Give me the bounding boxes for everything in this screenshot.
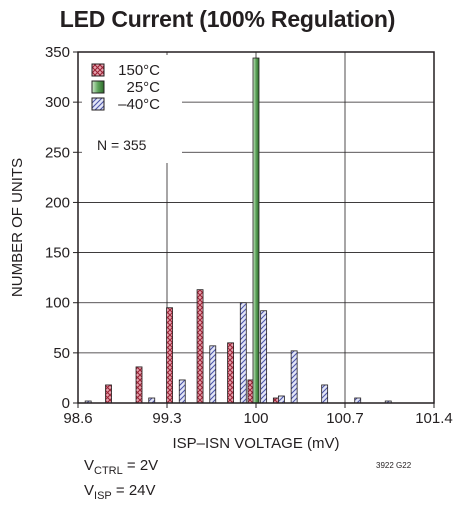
legend: 150°C25°C–40°C N = 355 <box>82 55 182 163</box>
x-tick-label: 101.4 <box>415 410 453 427</box>
condition-visp: VISP = 24V <box>84 482 156 502</box>
chart-title: LED Current (100% Regulation) <box>59 6 396 32</box>
x-tick-label: 100.7 <box>326 410 364 427</box>
y-tick-label: 300 <box>45 94 70 111</box>
bar-series-0 <box>227 342 234 404</box>
bar-series-1 <box>252 57 260 404</box>
bar-series-2 <box>148 397 156 404</box>
bar-series-2 <box>178 379 186 404</box>
x-tick-label: 100 <box>243 410 268 427</box>
bar-series-2 <box>290 350 298 404</box>
legend-label: –40°C <box>118 96 160 113</box>
figure-code: 3922 G22 <box>376 461 412 470</box>
bar-series-2 <box>354 397 362 404</box>
y-tick-label: 100 <box>45 295 70 312</box>
bar-series-0 <box>135 366 143 404</box>
x-tick-label: 98.6 <box>63 410 92 427</box>
bar-series-2 <box>260 310 268 404</box>
y-tick-label: 250 <box>45 144 70 161</box>
bar-series-0 <box>196 289 204 404</box>
axes: 0 50 100 150 200 250 300 350 98.6 99.3 100 100.7 101… <box>9 44 453 452</box>
bar-series-2 <box>239 302 247 404</box>
legend-label: 150°C <box>118 62 160 79</box>
y-tick-label: 50 <box>53 345 70 362</box>
bar-series-2 <box>209 345 217 404</box>
x-axis-label: ISP–ISN VOLTAGE (mV) <box>173 435 340 452</box>
bar-series-0 <box>105 384 112 404</box>
x-tick-label: 99.3 <box>152 410 181 427</box>
legend-swatch <box>91 80 105 94</box>
legend-swatch <box>91 63 105 77</box>
y-tick-label: 150 <box>45 245 70 262</box>
condition-vctrl: VCTRL = 2V <box>84 457 159 477</box>
y-axis-label: NUMBER OF UNITS <box>9 158 26 297</box>
bar-series-2 <box>321 384 329 404</box>
y-tick-label: 0 <box>62 395 70 412</box>
bars <box>84 57 392 404</box>
legend-swatch <box>91 97 105 111</box>
sample-size-annotation: N = 355 <box>97 137 147 153</box>
bar-series-0 <box>166 307 173 404</box>
y-tick-label: 350 <box>45 44 70 61</box>
bar-series-2 <box>278 395 285 404</box>
legend-label: 25°C <box>126 79 160 96</box>
y-tick-label: 200 <box>45 194 70 211</box>
